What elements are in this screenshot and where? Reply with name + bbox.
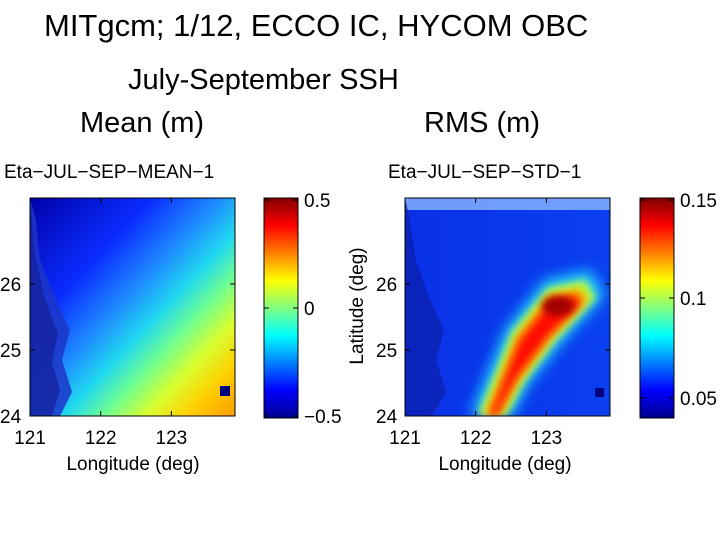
mean-colorbar-tick-label: 0 [304,299,315,320]
figure-title: MITgcm; 1/12, ECCO IC, HYCOM OBC [44,8,589,43]
mean-panel: Eta−JUL−SEP−MEAN−1 24 25 26 121 122 123 Long… [0,162,342,475]
mean-panel-title: Eta−JUL−SEP−MEAN−1 [4,162,214,183]
mean-ytick-label: 25 [0,341,21,362]
mean-heatmap [30,198,235,416]
rms-colorbar-ticks: 0.15 0.1 0.05 [640,191,717,410]
rms-colorbar-tick-label: 0.15 [680,191,717,212]
mean-colorbar [263,197,299,419]
rms-colorbar-tick-label: 0.1 [680,289,706,310]
mean-frame [29,197,236,417]
rms-y-ticks: 24 25 26 [376,275,610,428]
mean-xtick-label: 123 [156,428,188,449]
rms-panel-title: Eta−JUL−SEP−STD−1 [388,162,581,183]
rms-ytick-label: 25 [376,341,397,362]
figure-subtitle: July-September SSH [128,64,399,96]
rms-frame [404,197,611,417]
rms-x-ticks: 121 122 123 [389,198,562,449]
rms-label: RMS (m) [424,107,540,139]
rms-ytick-label: 26 [376,275,397,296]
rms-y-axis-label: Latitude (deg) [347,247,368,364]
rms-heatmap [405,198,610,416]
mean-x-ticks: 121 122 123 [14,198,187,449]
mean-y-ticks: 24 25 26 [0,275,235,428]
rms-xtick-label: 122 [460,428,492,449]
mean-colorbar-tick-label: −0.5 [304,407,342,428]
rms-peak [542,296,574,316]
rms-top-band [405,198,610,210]
mean-ytick-label: 26 [0,275,21,296]
mean-xtick-label: 122 [85,428,117,449]
rms-xtick-label: 123 [531,428,563,449]
mean-label: Mean (m) [80,107,205,139]
mean-xtick-label: 121 [14,428,46,449]
mean-ytick-label: 24 [0,407,22,428]
rms-ytick-label: 24 [376,407,398,428]
rms-xtick-label: 121 [389,428,421,449]
mean-colorbar-tick-label: 0.5 [304,191,330,212]
mean-marker [220,386,230,396]
mean-colorbar-ticks: 0.5 0 −0.5 [264,191,342,428]
rms-land-mask [405,198,446,416]
rms-colorbar [639,197,675,419]
rms-panel: Eta−JUL−SEP−STD−1 Latitude (deg) 242526 … [347,162,717,475]
mean-x-axis-label: Longitude (deg) [66,454,199,475]
rms-marker [595,388,604,397]
rms-x-axis-label: Longitude (deg) [438,454,571,475]
rms-colorbar-tick-label: 0.05 [680,389,717,410]
